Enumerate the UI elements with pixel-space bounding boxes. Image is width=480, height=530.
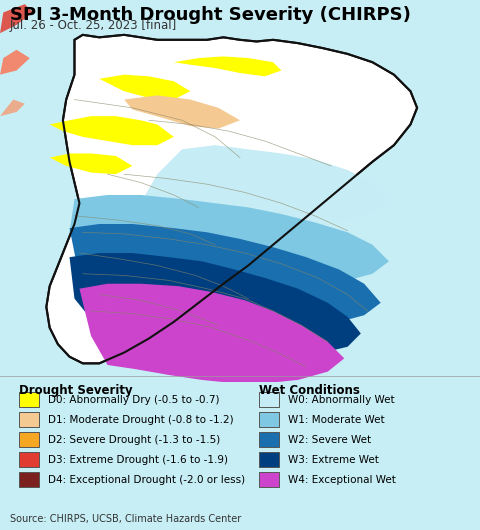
Text: W4: Exceptional Wet: W4: Exceptional Wet (288, 475, 396, 484)
Polygon shape (174, 56, 281, 76)
Bar (19, 412, 39, 427)
Text: Jul. 26 - Oct. 25, 2023 [final]: Jul. 26 - Oct. 25, 2023 [final] (10, 19, 177, 32)
Text: Wet Conditions: Wet Conditions (259, 384, 360, 397)
Bar (19, 432, 39, 447)
Bar (259, 412, 279, 427)
Polygon shape (0, 4, 33, 33)
Polygon shape (0, 100, 25, 116)
Bar (259, 392, 279, 407)
Polygon shape (124, 95, 240, 129)
Text: D3: Extreme Drought (-1.6 to -1.9): D3: Extreme Drought (-1.6 to -1.9) (48, 455, 228, 465)
Text: W1: Moderate Wet: W1: Moderate Wet (288, 414, 384, 425)
Polygon shape (49, 154, 132, 174)
Polygon shape (0, 50, 30, 75)
Text: D2: Severe Drought (-1.3 to -1.5): D2: Severe Drought (-1.3 to -1.5) (48, 435, 220, 445)
Text: Drought Severity: Drought Severity (19, 384, 133, 397)
Polygon shape (70, 224, 381, 323)
Polygon shape (47, 35, 417, 364)
Polygon shape (49, 116, 174, 145)
Text: D1: Moderate Drought (-0.8 to -1.2): D1: Moderate Drought (-0.8 to -1.2) (48, 414, 234, 425)
Bar (259, 472, 279, 487)
Bar (19, 472, 39, 487)
Text: D4: Exceptional Drought (-2.0 or less): D4: Exceptional Drought (-2.0 or less) (48, 475, 245, 484)
Bar (259, 453, 279, 467)
Text: W0: Abnormally Wet: W0: Abnormally Wet (288, 395, 395, 405)
Text: D0: Abnormally Dry (-0.5 to -0.7): D0: Abnormally Dry (-0.5 to -0.7) (48, 395, 219, 405)
Bar (259, 432, 279, 447)
Polygon shape (80, 284, 344, 383)
Text: W2: Severe Wet: W2: Severe Wet (288, 435, 371, 445)
Text: Source: CHIRPS, UCSB, Climate Hazards Center: Source: CHIRPS, UCSB, Climate Hazards Ce… (10, 514, 241, 524)
Polygon shape (99, 75, 191, 100)
Polygon shape (70, 195, 389, 282)
Polygon shape (141, 145, 389, 228)
Polygon shape (70, 253, 361, 352)
Bar (19, 453, 39, 467)
Text: SPI 3-Month Drought Severity (CHIRPS): SPI 3-Month Drought Severity (CHIRPS) (10, 6, 410, 24)
Bar (19, 392, 39, 407)
Text: W3: Extreme Wet: W3: Extreme Wet (288, 455, 379, 465)
